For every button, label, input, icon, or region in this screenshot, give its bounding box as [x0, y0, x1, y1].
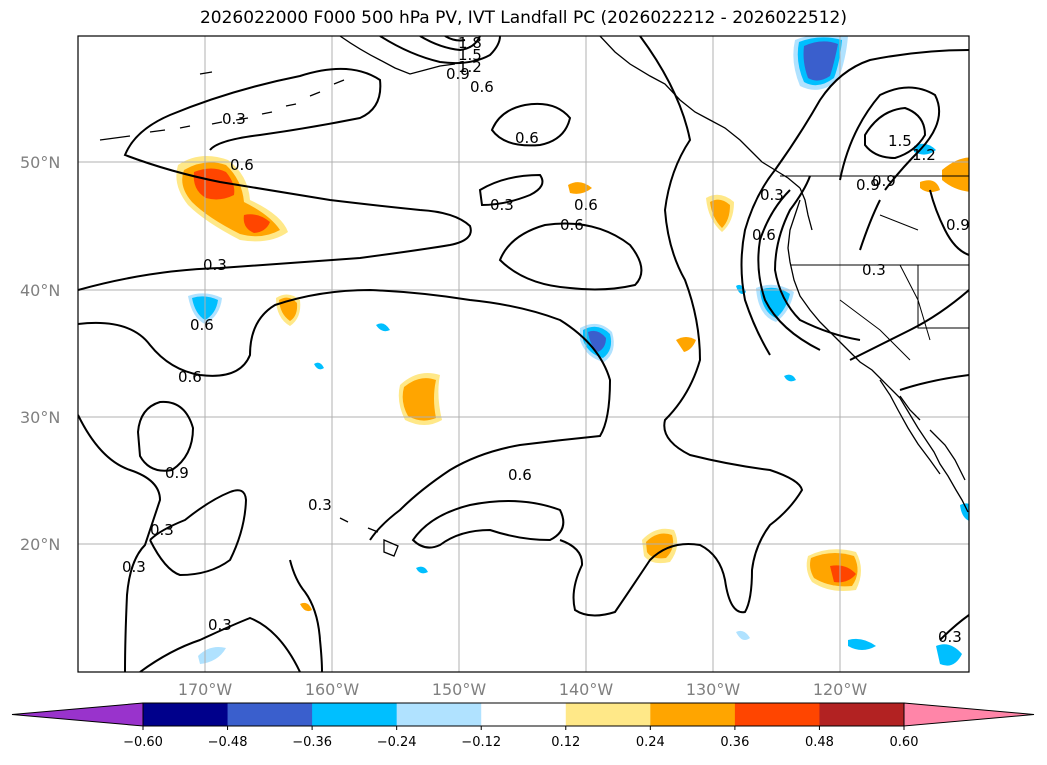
colorbar-tick-label: −0.48 [208, 735, 248, 750]
lon-label: 150°W [432, 680, 487, 699]
map-title: 2026022000 F000 500 hPa PV, IVT Landfall… [199, 8, 847, 28]
lon-label: 120°W [813, 680, 868, 699]
contour-0.6-lower [411, 500, 565, 549]
contour-label: 0.6 [190, 316, 214, 334]
contour-label: 1.5 [458, 46, 482, 64]
contour-label: 0.3 [222, 110, 246, 128]
contour-label: 0.6 [470, 78, 494, 96]
contour-label: 1.8 [458, 34, 482, 52]
colorbar-segment [819, 703, 905, 726]
contour-label: 0.3 [208, 616, 232, 634]
contour-label: 0.6 [230, 156, 254, 174]
contour-0.3-south [289, 559, 323, 672]
contour-0.6-east [559, 36, 804, 617]
contour-0.6-big [78, 288, 612, 541]
lon-label: 140°W [559, 680, 614, 699]
lat-label: 40°N [20, 281, 60, 300]
contour-0.3-southwest [139, 616, 301, 672]
lat-label: 50°N [20, 153, 60, 172]
colorbar-tick-label: −0.36 [292, 735, 332, 750]
lon-label: 130°W [686, 680, 741, 699]
baja-coast [879, 379, 941, 475]
colorbar-segment [650, 703, 736, 726]
lon-label: 170°W [178, 680, 233, 699]
contour-label: 0.9 [872, 172, 896, 190]
contour-label: 0.3 [122, 558, 146, 576]
colorbar [11, 702, 1035, 727]
colorbar-tick-label: 0.48 [805, 735, 834, 750]
contour-label: 0.9 [946, 216, 970, 234]
contour-0.3-east [773, 175, 861, 341]
longitude-labels: 170°W 160°W 150°W 140°W 130°W 120°W [178, 680, 868, 699]
colorbar-segment [227, 703, 313, 726]
contour-label: 0.6 [752, 226, 776, 244]
us-west-coast [787, 199, 969, 513]
colorbar-tick-label: 0.24 [636, 735, 665, 750]
colorbar-extend-min [11, 702, 144, 727]
colorbar-border [142, 702, 905, 727]
colorbar-segment [143, 703, 229, 726]
shaded-anomalies [176, 36, 969, 666]
colorbar-extend-max [903, 702, 1035, 727]
contour-label: 0.3 [938, 628, 962, 646]
contour-0.3-sw [78, 414, 162, 672]
contour-label: 0.6 [508, 466, 532, 484]
colorbar-ticks: −0.60 −0.48 −0.36 −0.24 −0.12 0.12 0.24 0.36 0.4… [123, 726, 918, 750]
contour-label: 0.3 [760, 186, 784, 204]
lon-label: 160°W [305, 680, 360, 699]
colorbar-segment [565, 703, 651, 726]
contour-0.9-east [740, 49, 969, 356]
graticule [78, 36, 969, 672]
contour-label: 0.9 [856, 176, 880, 194]
colorbar-tick-label: −0.24 [377, 735, 417, 750]
alaska-coast [339, 36, 801, 189]
contour-label: 0.6 [560, 216, 584, 234]
contour-0.6-loop [490, 102, 572, 147]
lat-label: 30°N [20, 408, 60, 427]
contour-0.6-east2 [757, 189, 821, 351]
contour-label: 0.6 [515, 129, 539, 147]
contour-0.3-loop [478, 173, 544, 207]
contour-label: 1.5 [888, 132, 912, 150]
pv-contours [78, 36, 969, 672]
contour-label: 0.3 [862, 261, 886, 279]
contour-0.9-loop [136, 400, 195, 472]
colorbar-segment [396, 703, 482, 726]
contour-label: 0.3 [150, 521, 174, 539]
map-frame [77, 35, 970, 673]
colorbar-tick-label: 0.36 [720, 735, 749, 750]
contour-label: 0.3 [203, 256, 227, 274]
colorbar-segment [481, 703, 567, 726]
contour-label: 0.6 [178, 368, 202, 386]
contour-1.2-east [839, 86, 969, 361]
colorbar-segment [312, 703, 398, 726]
contour-1.5-east [864, 106, 927, 160]
colorbar-tick-label: −0.60 [123, 735, 163, 750]
aleutians [99, 71, 345, 141]
contour-label: 1.2 [458, 58, 482, 76]
bc-coast [799, 187, 813, 231]
us-borders [780, 175, 969, 361]
contour-0.3-sw2 [149, 489, 248, 577]
colorbar-tick-label: 0.60 [890, 735, 919, 750]
mexico-coast [899, 395, 966, 481]
contour-label: 0.3 [308, 496, 332, 514]
contour-label: 0.3 [490, 196, 514, 214]
colorbar-tick-label: −0.12 [461, 735, 501, 750]
contour-0.3-main [78, 67, 472, 291]
contour-label: 0.9 [446, 65, 470, 83]
contour-0.3-ne [899, 374, 969, 641]
contour-high-nw [379, 36, 501, 65]
contour-label-group: 0.6 0.3 0.6 0.6 0.6 0.3 0.6 0.9 0.3 0.3 … [122, 34, 970, 646]
lat-label: 20°N [20, 535, 60, 554]
latitude-labels: 50°N 40°N 30°N 20°N [20, 153, 60, 554]
colorbar-segment [734, 703, 820, 726]
colorbar-tick-label: 0.12 [551, 735, 580, 750]
contour-label: 1.2 [912, 146, 936, 164]
contour-0.9-inner [859, 189, 969, 256]
contour-label: 0.6 [574, 196, 598, 214]
contour-0.6-central [498, 222, 643, 291]
contour-label: 0.9 [165, 464, 189, 482]
